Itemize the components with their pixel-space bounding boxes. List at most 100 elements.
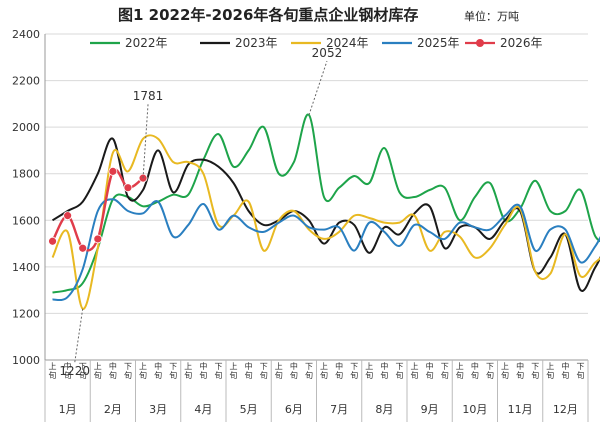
x-dekad-label: 中旬 [426,361,434,380]
x-month-label: 3月 [149,403,167,416]
x-dekad-label: 上旬 [230,362,238,380]
x-dekad-char: 下 [260,362,268,371]
x-dekad-char: 中 [516,361,524,371]
x-dekad-label: 下旬 [214,362,222,380]
x-dekad-char: 下 [486,362,494,371]
x-dekad-label: 下旬 [260,362,268,380]
series-line-2025年 [52,198,600,302]
x-dekad-char: 旬 [230,370,238,380]
x-dekad-char: 旬 [109,370,117,380]
x-dekad-char: 旬 [245,370,253,380]
x-dekad-char: 旬 [124,370,132,380]
x-dekad-char: 下 [214,362,222,371]
x-dekad-char: 下 [350,362,358,371]
x-dekad-label: 下旬 [486,362,494,380]
x-dekad-char: 中 [154,361,162,371]
x-dekad-char: 旬 [290,370,298,380]
x-dekad-char: 旬 [184,370,192,380]
x-dekad-label: 中旬 [109,361,117,380]
x-dekad-char: 旬 [214,370,222,380]
x-dekad-char: 旬 [516,370,524,380]
x-dekad-label: 中旬 [516,361,524,380]
x-month-label: 1月 [59,403,77,416]
y-tick-label: 1600 [12,214,40,227]
x-dekad-label: 下旬 [124,362,132,380]
x-dekad-char: 下 [395,362,403,371]
x-dekad-label: 中旬 [245,361,253,380]
x-month-label: 7月 [330,403,348,416]
x-dekad-label: 上旬 [49,362,57,380]
y-tick-label: 1200 [12,307,40,320]
x-dekad-char: 上 [546,362,554,371]
x-dekad-char: 中 [471,361,479,371]
x-dekad-label: 下旬 [79,362,87,380]
chart-title: 图1 2022年-2026年各旬重点企业钢材库存 [118,6,419,24]
x-dekad-char: 上 [320,362,328,371]
legend-label: 2023年 [235,36,278,50]
annotation-leader [308,60,328,116]
x-dekad-char: 中 [426,361,434,371]
x-month-label: 2月 [104,403,122,416]
x-dekad-char: 上 [184,362,192,371]
x-dekad-char: 中 [335,361,343,371]
x-dekad-label: 下旬 [441,362,449,380]
annotation-label: 1781 [133,89,164,103]
x-dekad-char: 中 [109,361,117,371]
x-dekad-label: 上旬 [365,362,373,380]
x-dekad-char: 中 [64,361,72,371]
x-dekad-char: 上 [456,362,464,371]
x-dekad-label: 上旬 [94,362,102,380]
x-dekad-label: 中旬 [380,361,388,380]
data-point-2026年 [93,234,103,244]
series-line-2023年 [51,137,600,292]
x-dekad-char: 中 [561,361,569,371]
legend-label: 2025年 [417,36,460,50]
unit-label: 单位：万吨 [464,10,519,23]
series-line-2022年 [52,113,600,294]
x-dekad-char: 下 [576,362,584,371]
data-point-2026年 [78,243,88,253]
x-dekad-label: 上旬 [320,362,328,380]
x-month-label: 10月 [462,403,487,416]
x-month-label: 5月 [240,403,258,416]
x-dekad-label: 中旬 [561,361,569,380]
x-dekad-char: 旬 [154,370,162,380]
x-dekad-char: 旬 [94,370,102,380]
x-month-label: 6月 [285,403,303,416]
annotation-leader [142,104,149,179]
x-dekad-char: 下 [124,362,132,371]
x-dekad-label: 下旬 [576,362,584,380]
x-month-label: 9月 [421,403,439,416]
x-dekad-char: 下 [305,362,313,371]
x-dekad-label: 下旬 [531,362,539,380]
legend-label: 2022年 [125,36,168,50]
y-tick-label: 1000 [12,354,40,367]
x-dekad-char: 上 [411,362,419,371]
x-dekad-label: 上旬 [546,362,554,380]
x-dekad-char: 旬 [169,370,177,380]
x-dekad-char: 上 [94,362,102,371]
x-dekad-char: 上 [230,362,238,371]
x-month-label: 12月 [553,403,578,416]
data-point-2026年 [108,166,118,176]
x-dekad-label: 上旬 [275,362,283,380]
x-dekad-char: 旬 [305,370,313,380]
y-tick-label: 1800 [12,168,40,181]
x-dekad-char: 旬 [199,370,207,380]
x-month-label: 11月 [508,403,533,416]
x-dekad-label: 中旬 [290,361,298,380]
x-month-label: 8月 [375,403,393,416]
x-dekad-char: 上 [501,362,509,371]
x-dekad-char: 旬 [335,370,343,380]
x-dekad-label: 上旬 [456,362,464,380]
data-point-2026年 [63,211,73,221]
x-dekad-char: 旬 [320,370,328,380]
annotation-label: 2052 [312,46,343,60]
x-dekad-label: 上旬 [411,362,419,380]
x-month-label: 4月 [194,403,212,416]
x-dekad-char: 中 [380,361,388,371]
data-point-2026年 [123,183,133,193]
x-dekad-label: 下旬 [305,362,313,380]
x-dekad-label: 中旬 [335,361,343,380]
